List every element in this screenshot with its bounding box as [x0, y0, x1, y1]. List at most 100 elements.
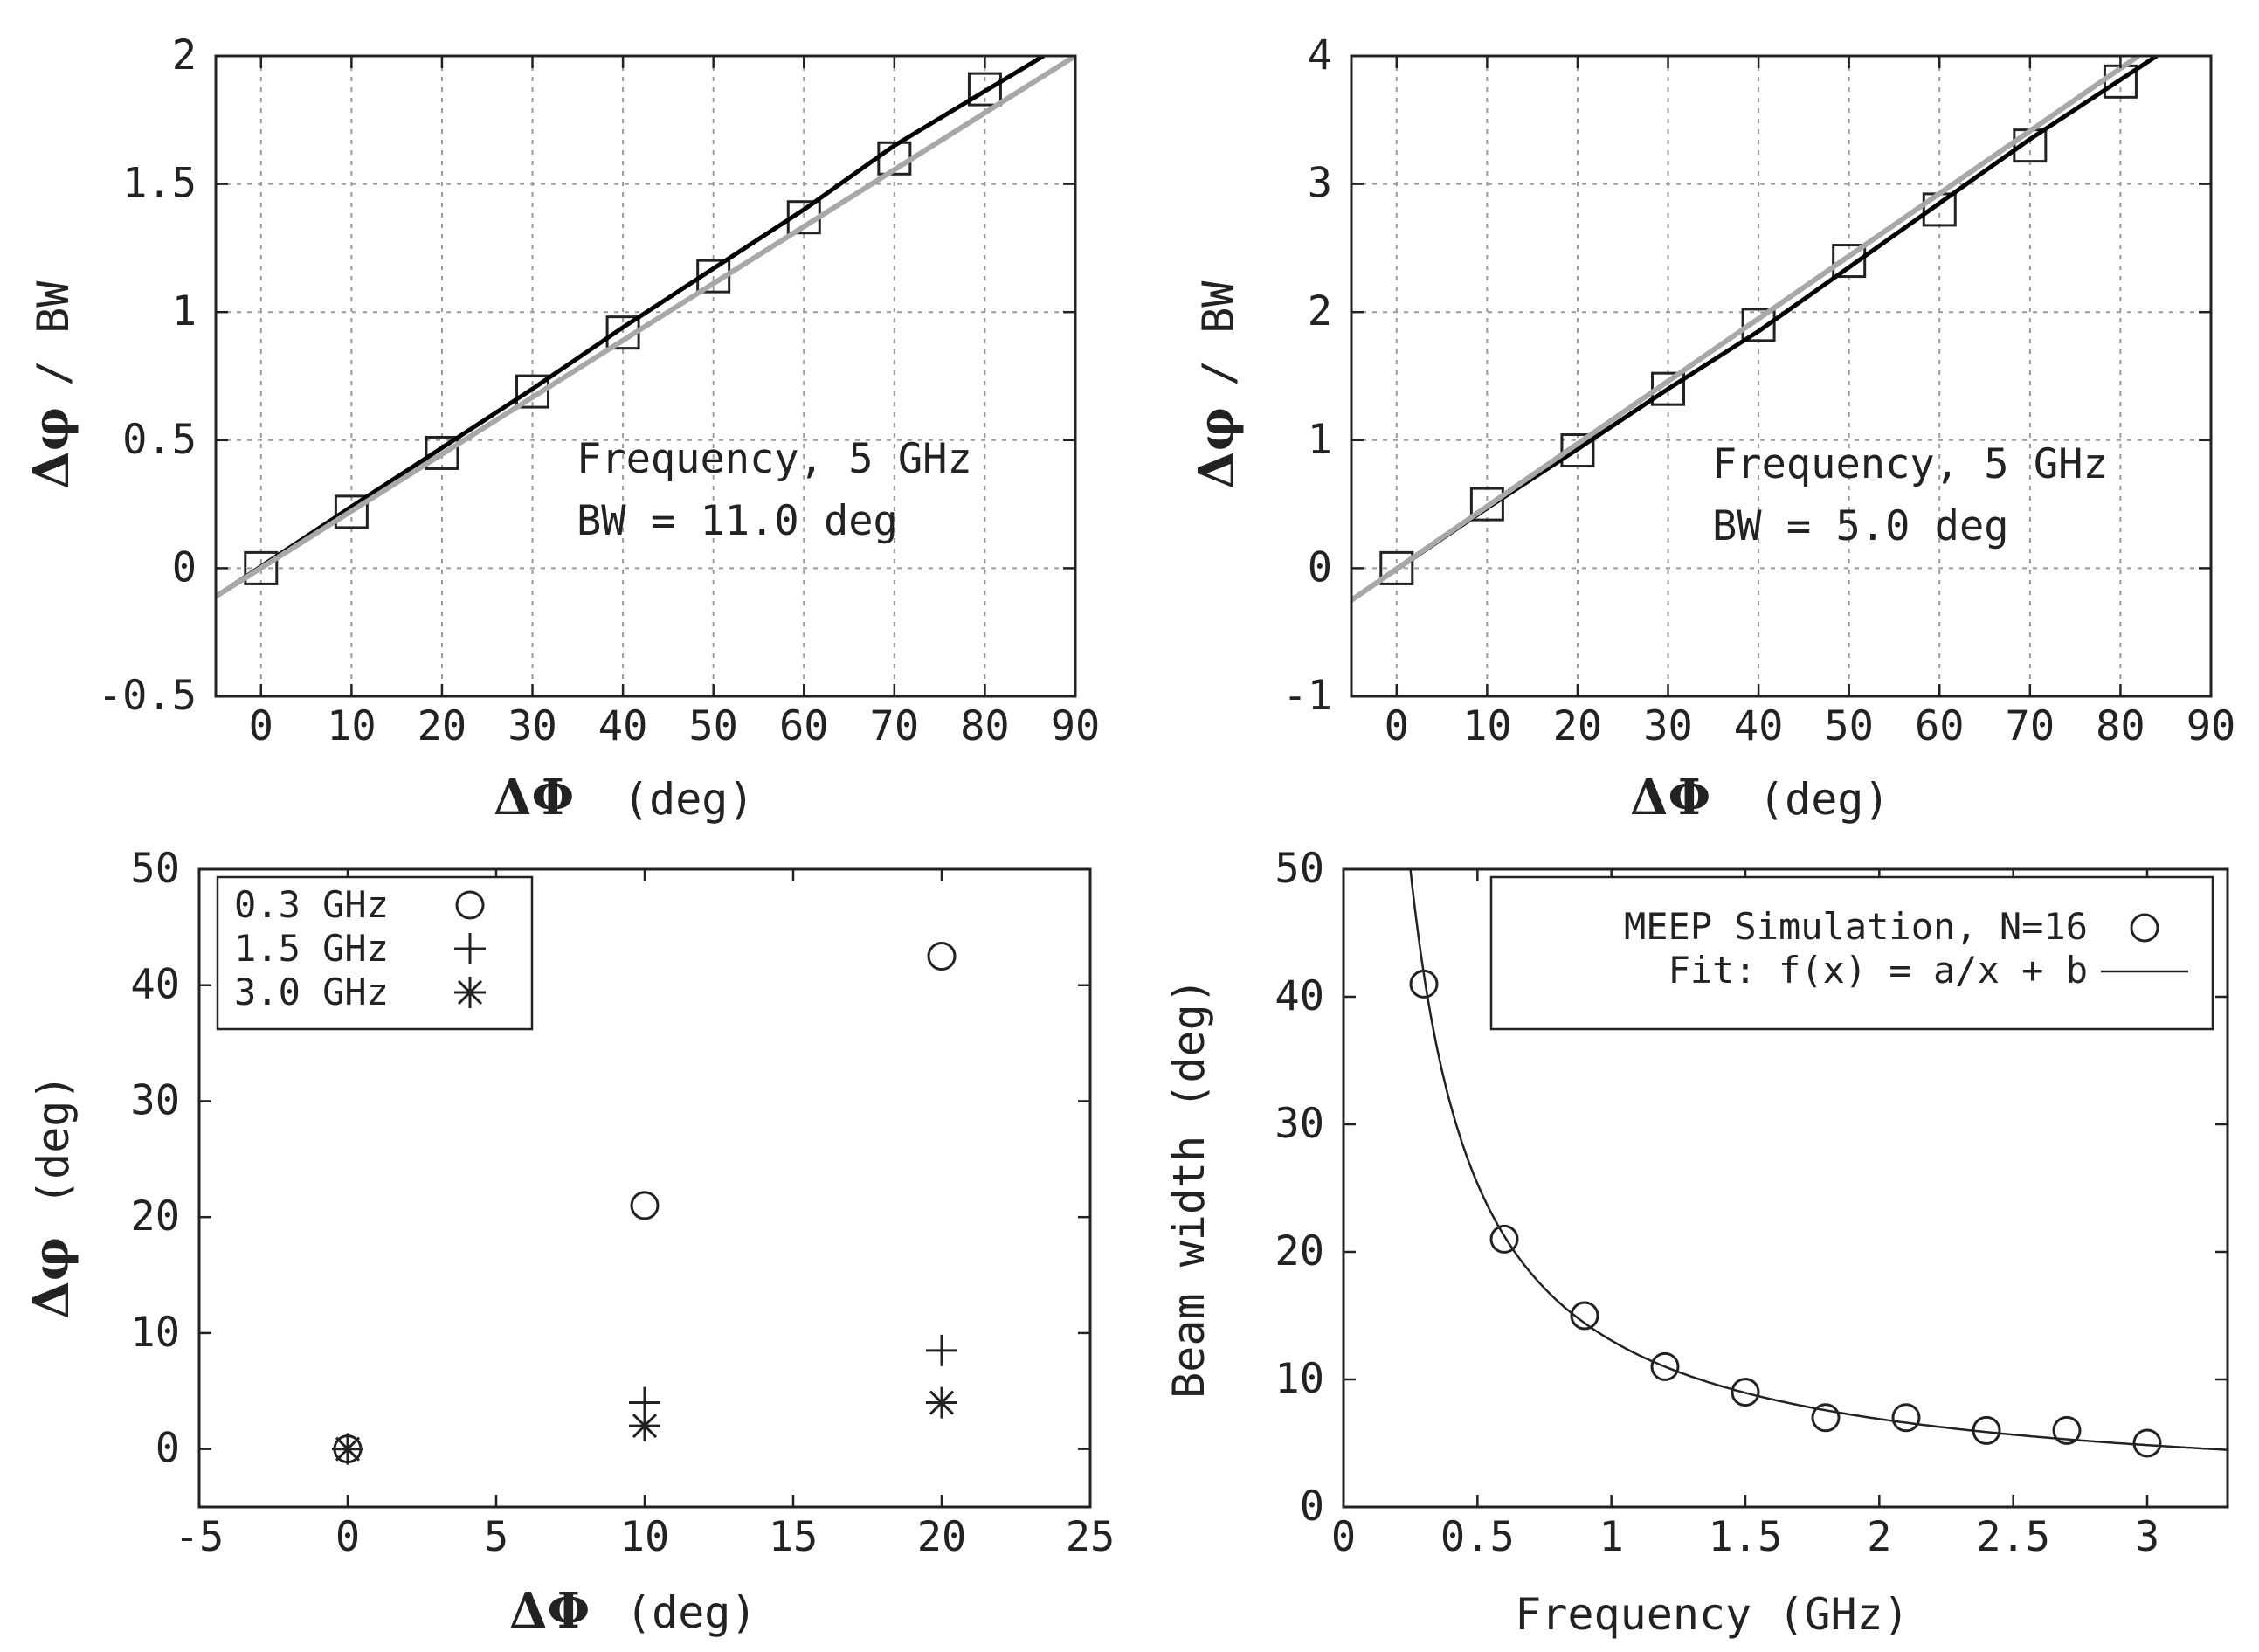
- y-tick-label: 1: [172, 287, 197, 335]
- x-tick-label: 1: [1599, 1513, 1624, 1561]
- x-tick-label: 25: [1066, 1513, 1116, 1561]
- data-point-circle: [1811, 1403, 1841, 1433]
- x-tick-label: 40: [1734, 702, 1784, 750]
- y-axis-unit: / BW: [28, 280, 79, 386]
- y-tick-label: 3: [1308, 160, 1332, 208]
- x-tick-label: -5: [175, 1513, 225, 1561]
- x-tick-label: 80: [2096, 702, 2145, 750]
- x-axis-symbol: ΔΦ: [509, 1582, 590, 1640]
- x-tick-label: 0: [1385, 702, 1409, 750]
- legend: 0.3 GHz 1.5 GHz 3.0 GHz: [216, 875, 534, 1031]
- y-tick-label: 0.5: [122, 416, 197, 464]
- legend-label-1-5-ghz: 1.5 GHz: [234, 927, 389, 970]
- data-point-circle: [1489, 1224, 1519, 1254]
- data-point-square: [1832, 244, 1867, 279]
- y-axis-label: Δφ (deg): [23, 1074, 80, 1319]
- y-tick-label: 40: [1275, 972, 1324, 1020]
- data-point-square: [425, 435, 459, 470]
- legend-marker-plus: [454, 933, 486, 964]
- y-tick-label: 20: [1275, 1227, 1324, 1275]
- x-tick-label: 90: [2186, 702, 2236, 750]
- x-tick-label: 10: [620, 1513, 670, 1561]
- series-line-theory: [1351, 56, 2140, 603]
- y-tick-label: 40: [130, 961, 180, 1009]
- x-tick-label: 0.5: [1440, 1513, 1515, 1561]
- x-tick-label: 70: [2006, 702, 2055, 750]
- y-tick-label: -0.5: [98, 672, 197, 720]
- legend-label-3-0-ghz: 3.0 GHz: [234, 971, 389, 1013]
- y-axis-label: Beam width (deg): [1164, 978, 1214, 1399]
- y-tick-label: 4: [1308, 31, 1332, 79]
- y-tick-label: 0: [172, 543, 197, 591]
- plot-frame: [1350, 54, 2213, 698]
- x-tick-label: 1.5: [1709, 1513, 1783, 1561]
- data-point-square: [967, 72, 1002, 107]
- y-tick-label: 10: [130, 1309, 180, 1357]
- x-tick-label: 10: [327, 702, 376, 750]
- legend-marker-circle: [2130, 913, 2159, 943]
- x-tick-label: 0: [1331, 1513, 1356, 1561]
- y-tick-label: 2: [1308, 287, 1332, 335]
- data-point-circle: [1731, 1378, 1760, 1407]
- annotation-frequency: Frequency, 5 GHz: [1712, 440, 2108, 488]
- legend: MEEP Simulation, N=16 Fit: f(x) = a/x + …: [1489, 875, 2214, 1031]
- data-point-square: [1379, 550, 1414, 585]
- x-tick-label: 20: [418, 702, 467, 750]
- data-point-circle: [1570, 1301, 1599, 1331]
- x-tick-label: 20: [1553, 702, 1603, 750]
- annotation-beamwidth: BW = 11.0 deg: [577, 497, 898, 545]
- data-point-star: [926, 1386, 957, 1419]
- x-tick-label: 0: [249, 702, 273, 750]
- x-tick-label: 0: [335, 1513, 360, 1561]
- y-tick-label: 50: [130, 845, 180, 893]
- x-axis-label: ΔΦ (deg): [494, 769, 755, 826]
- y-axis-symbol: Δφ: [1188, 407, 1246, 489]
- data-point-square: [1560, 433, 1595, 468]
- x-tick-label: 2: [1867, 1513, 1891, 1561]
- panel-bottom-left: -5 0 5 10 15 20 25 0 10 20 30 40 50 0.3 GHz 1.5 GHz …: [23, 845, 1115, 1640]
- plot-frame: [214, 54, 1077, 698]
- data-point-star: [629, 1410, 660, 1442]
- legend-label-0-3-ghz: 0.3 GHz: [234, 883, 389, 926]
- legend-label-fit: Fit: f(x) = a/x + b: [1668, 949, 2088, 992]
- x-axis-symbol: ΔΦ: [494, 769, 574, 826]
- panel-top-left: 0 10 20 30 40 50 60 70 80 90 -0.5 0 0.5 1 1.5 2 Frequen…: [23, 31, 1100, 826]
- data-point-square: [1741, 308, 1776, 342]
- x-tick-label: 80: [960, 702, 1010, 750]
- x-axis-label: ΔΦ (deg): [509, 1582, 757, 1640]
- y-tick-label: 10: [1275, 1355, 1324, 1403]
- y-tick-label: -1: [1282, 672, 1332, 720]
- data-point-circle: [1891, 1403, 1921, 1433]
- y-axis-label: Δφ / BW: [1188, 280, 1246, 489]
- x-tick-label: 90: [1051, 702, 1101, 750]
- data-point-square: [515, 374, 550, 409]
- data-point-square: [244, 550, 279, 585]
- x-axis-unit: (deg): [625, 1587, 757, 1638]
- data-point-circle: [927, 942, 957, 971]
- y-tick-label: 50: [1275, 845, 1324, 893]
- data-point-plus: [926, 1334, 957, 1366]
- x-tick-label: 5: [484, 1513, 508, 1561]
- annotation-frequency: Frequency, 5 GHz: [577, 435, 972, 483]
- legend-box: [1489, 875, 2214, 1031]
- legend-marker-circle: [455, 890, 485, 920]
- legend-marker-star: [454, 977, 486, 1008]
- x-axis-label: Frequency (GHz): [1515, 1589, 1910, 1640]
- y-tick-label: 1.5: [122, 160, 197, 208]
- panel-top-right: 0 10 20 30 40 50 60 70 80 90 -1 0 1 2 3 4 Frequency, 5 …: [1188, 31, 2235, 826]
- y-axis-symbol: Δφ: [23, 407, 80, 489]
- x-tick-label: 10: [1462, 702, 1512, 750]
- y-axis-symbol: Δφ: [23, 1237, 80, 1319]
- series-line-measured: [216, 56, 1045, 598]
- x-tick-label: 60: [779, 702, 829, 750]
- x-axis-unit: (deg): [1758, 774, 1890, 825]
- plot-frame: [1342, 867, 2229, 1509]
- y-tick-label: 20: [130, 1192, 180, 1241]
- x-axis-label: ΔΦ (deg): [1630, 769, 1890, 826]
- y-tick-label: 0: [1300, 1483, 1324, 1531]
- x-tick-label: 40: [598, 702, 648, 750]
- data-point-square: [334, 494, 369, 529]
- x-tick-label: 60: [1915, 702, 1965, 750]
